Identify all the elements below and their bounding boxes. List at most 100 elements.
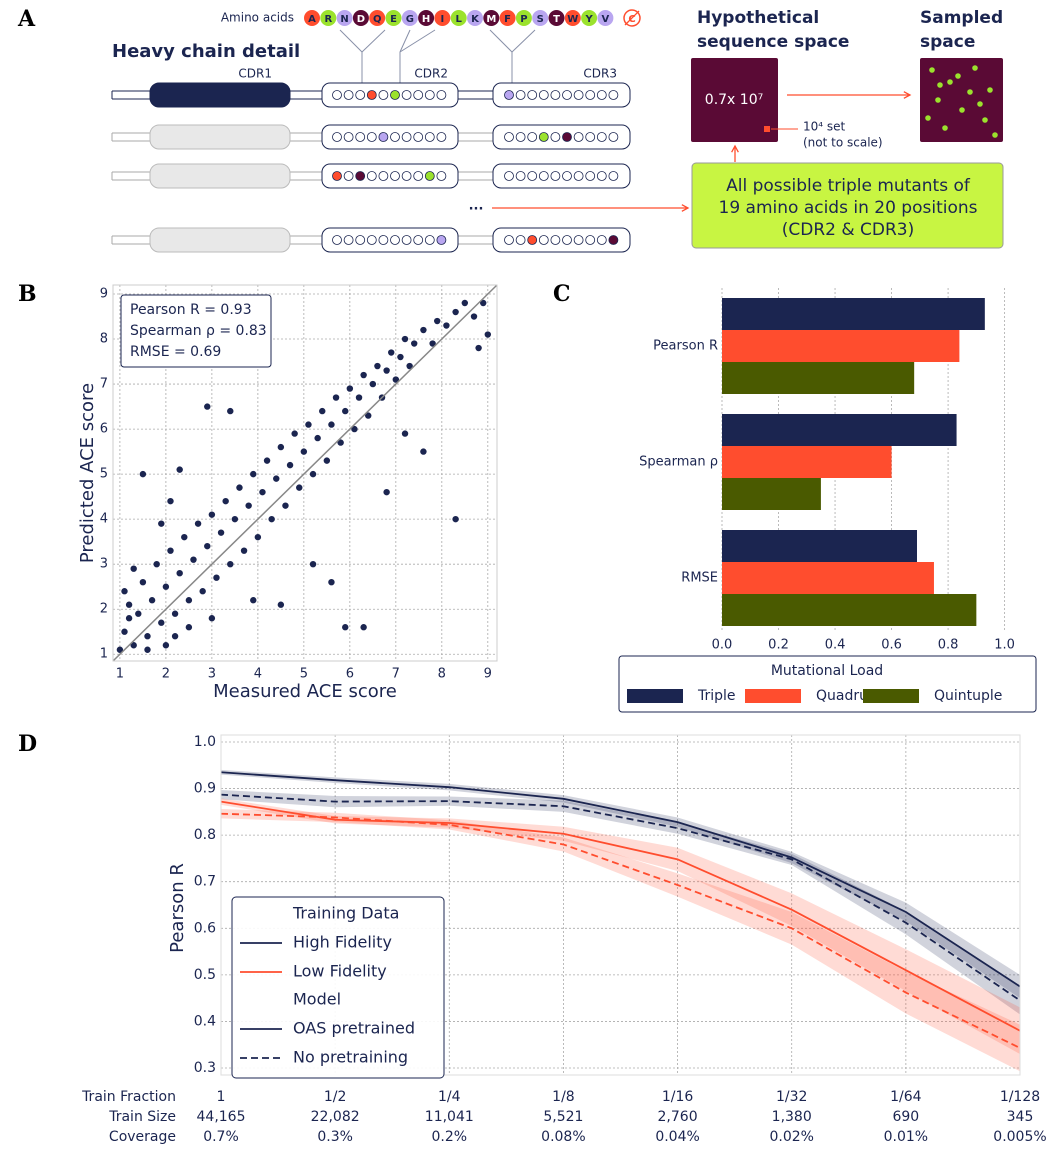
error-band bbox=[221, 769, 1020, 999]
library-text: (CDR2 & CDR3) bbox=[782, 220, 915, 240]
residue bbox=[550, 90, 561, 100]
point bbox=[470, 313, 478, 320]
x-tick-label: 1.0 bbox=[994, 638, 1015, 653]
point bbox=[351, 425, 358, 433]
legend-label: High Fidelity bbox=[293, 933, 392, 952]
cdr3 bbox=[492, 82, 631, 108]
point bbox=[360, 624, 367, 631]
arrow-head bbox=[731, 144, 739, 153]
residue bbox=[550, 132, 561, 142]
residue bbox=[343, 171, 354, 181]
point bbox=[360, 371, 367, 379]
amino-acid-icon bbox=[581, 10, 598, 26]
line bbox=[220, 793, 1021, 1002]
x-tick-label: 6 bbox=[346, 667, 354, 682]
point bbox=[144, 633, 151, 640]
residue bbox=[515, 171, 526, 181]
amino-acid-icon bbox=[597, 10, 614, 26]
train-size: 44,165 bbox=[197, 1109, 246, 1125]
amino-acid-icon bbox=[336, 10, 353, 26]
point bbox=[337, 439, 344, 446]
residue bbox=[343, 90, 354, 100]
legend-title: Model bbox=[293, 990, 341, 1009]
x-tick-label: 3 bbox=[208, 667, 216, 682]
point bbox=[204, 403, 211, 410]
residue bbox=[504, 132, 514, 142]
legend-swatch bbox=[627, 689, 683, 703]
y-tick-label: 1 bbox=[100, 647, 108, 662]
point bbox=[392, 376, 400, 383]
amino-acid-icon bbox=[369, 10, 386, 26]
residue bbox=[332, 235, 342, 245]
x-tick-label: 1/8 bbox=[552, 1089, 575, 1105]
point bbox=[323, 457, 331, 464]
coverage: 0.08% bbox=[541, 1129, 585, 1145]
residue bbox=[596, 90, 607, 100]
amino-acid-icon bbox=[548, 10, 565, 26]
x-tick-label: 0.0 bbox=[712, 638, 733, 653]
point bbox=[158, 619, 165, 626]
bar bbox=[722, 446, 892, 478]
bar bbox=[722, 594, 977, 626]
amino-acid: R bbox=[324, 14, 332, 25]
residue bbox=[390, 90, 400, 100]
point bbox=[217, 529, 225, 536]
residue bbox=[378, 171, 389, 181]
point bbox=[277, 601, 285, 608]
coverage: 0.3% bbox=[317, 1129, 353, 1145]
point bbox=[314, 434, 321, 442]
x-tick-label: 2 bbox=[162, 667, 170, 682]
line bbox=[220, 812, 1021, 1049]
amino-acid: G bbox=[406, 14, 414, 25]
legend-swatch bbox=[863, 689, 919, 703]
residue bbox=[413, 235, 424, 245]
residue bbox=[608, 90, 619, 100]
residue bbox=[573, 90, 584, 100]
amino-acid: Y bbox=[584, 14, 593, 25]
point bbox=[185, 597, 193, 604]
point bbox=[277, 443, 285, 451]
amino-acid-icon bbox=[564, 10, 581, 26]
point bbox=[250, 470, 257, 478]
y-axis-label: Pearson R bbox=[167, 863, 188, 953]
x-tick-label: 9 bbox=[484, 667, 492, 682]
cdr1 bbox=[149, 124, 291, 150]
residue bbox=[390, 235, 400, 245]
y-tick-label: Pearson R bbox=[653, 339, 718, 354]
note: 10⁴ set bbox=[803, 120, 846, 134]
residue bbox=[527, 90, 538, 100]
sample-dot bbox=[947, 79, 953, 85]
y-tick-label: 0.7 bbox=[194, 874, 216, 890]
amino-acid-icon bbox=[483, 10, 500, 26]
point bbox=[461, 299, 469, 307]
x-tick-label: 1 bbox=[217, 1089, 226, 1105]
point bbox=[355, 394, 363, 401]
point bbox=[190, 556, 197, 563]
residue bbox=[550, 235, 561, 245]
point bbox=[342, 624, 349, 631]
point bbox=[383, 367, 390, 374]
point bbox=[227, 560, 234, 568]
point bbox=[204, 542, 211, 550]
amino-acid-icon bbox=[401, 10, 418, 26]
residue bbox=[355, 132, 366, 142]
row-label: Train Fraction bbox=[81, 1089, 176, 1105]
point bbox=[213, 574, 220, 581]
residue bbox=[401, 132, 412, 142]
arrow-head bbox=[903, 91, 912, 99]
residue bbox=[515, 90, 526, 100]
residue bbox=[573, 235, 584, 245]
point bbox=[185, 624, 193, 631]
y-tick-label: 3 bbox=[100, 557, 108, 572]
point bbox=[319, 407, 326, 415]
residue bbox=[378, 90, 389, 100]
train-size: 11,041 bbox=[425, 1109, 474, 1125]
amino-acid: H bbox=[422, 14, 430, 25]
bar bbox=[722, 298, 985, 330]
sample-dot bbox=[959, 107, 965, 113]
y-tick-label: 0.6 bbox=[194, 920, 216, 936]
legend-label: Quintuple bbox=[934, 688, 1002, 704]
point bbox=[231, 515, 239, 523]
point bbox=[259, 488, 266, 496]
panel-label: A bbox=[17, 6, 36, 32]
